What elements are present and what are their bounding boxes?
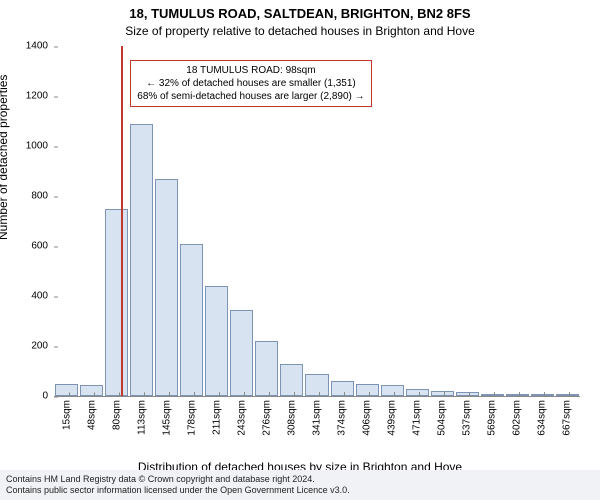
y-tick: 1200 [26,91,54,102]
reference-marker [121,46,123,396]
x-tick: 537sqm [462,396,473,436]
title-line-2: Size of property relative to detached ho… [0,24,600,38]
footer: Contains HM Land Registry data © Crown c… [0,470,600,500]
x-tick: 276sqm [261,396,272,436]
histogram-bar [381,385,404,396]
x-tick: 308sqm [286,396,297,436]
x-tick: 569sqm [487,396,498,436]
histogram-plot: 020040060080010001200140015sqm48sqm80sqm… [54,46,580,397]
x-tick: 602sqm [512,396,523,436]
histogram-bar [130,124,153,397]
histogram-bar [180,244,203,397]
x-tick: 243sqm [236,396,247,436]
y-tick: 1000 [26,141,54,152]
x-tick: 178sqm [186,396,197,436]
histogram-bar [305,374,328,397]
x-tick: 145sqm [161,396,172,436]
x-tick: 15sqm [61,396,72,430]
callout-line: ← 32% of detached houses are smaller (1,… [137,77,364,90]
histogram-bar [356,384,379,397]
x-tick: 341sqm [312,396,323,436]
footer-line-2: Contains public sector information licen… [6,485,594,496]
y-tick: 800 [31,191,54,202]
x-tick: 80sqm [111,396,122,430]
callout-line: 18 TUMULUS ROAD: 98sqm [137,64,364,77]
x-tick: 374sqm [337,396,348,436]
x-tick: 48sqm [86,396,97,430]
histogram-bar [205,286,228,396]
y-tick: 200 [31,341,54,352]
x-tick: 471sqm [412,396,423,436]
histogram-bar [230,310,253,396]
x-tick: 634sqm [537,396,548,436]
x-tick: 439sqm [387,396,398,436]
histogram-bar [55,384,78,397]
x-tick: 113sqm [136,396,147,435]
histogram-bar [255,341,278,396]
x-tick: 406sqm [362,396,373,436]
histogram-bar [105,209,128,397]
y-axis-label: Number of detached properties [0,75,10,240]
histogram-bar [280,364,303,397]
y-tick: 400 [31,291,54,302]
y-tick: 1400 [26,41,54,52]
histogram-bar [406,389,429,397]
histogram-bar [331,381,354,396]
title-line-1: 18, TUMULUS ROAD, SALTDEAN, BRIGHTON, BN… [0,6,600,21]
histogram-bar [155,179,178,397]
x-tick: 667sqm [562,396,573,436]
x-tick: 211sqm [211,396,222,435]
y-tick: 600 [31,241,54,252]
y-tick: 0 [42,391,54,402]
x-tick: 504sqm [437,396,448,436]
callout-line: 68% of semi-detached houses are larger (… [137,90,364,103]
footer-line-1: Contains HM Land Registry data © Crown c… [6,474,594,485]
histogram-bar [80,385,103,396]
callout-box: 18 TUMULUS ROAD: 98sqm← 32% of detached … [130,60,371,107]
